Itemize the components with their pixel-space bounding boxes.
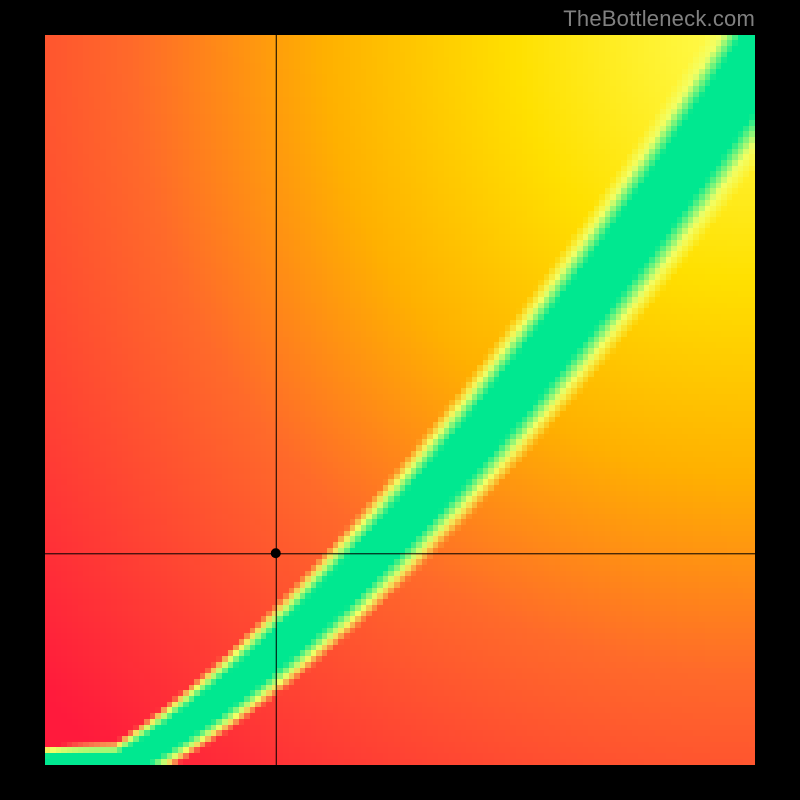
heatmap-plot	[45, 35, 755, 765]
heatmap-canvas	[45, 35, 755, 765]
chart-frame: TheBottleneck.com	[0, 0, 800, 800]
watermark-text: TheBottleneck.com	[563, 6, 755, 32]
